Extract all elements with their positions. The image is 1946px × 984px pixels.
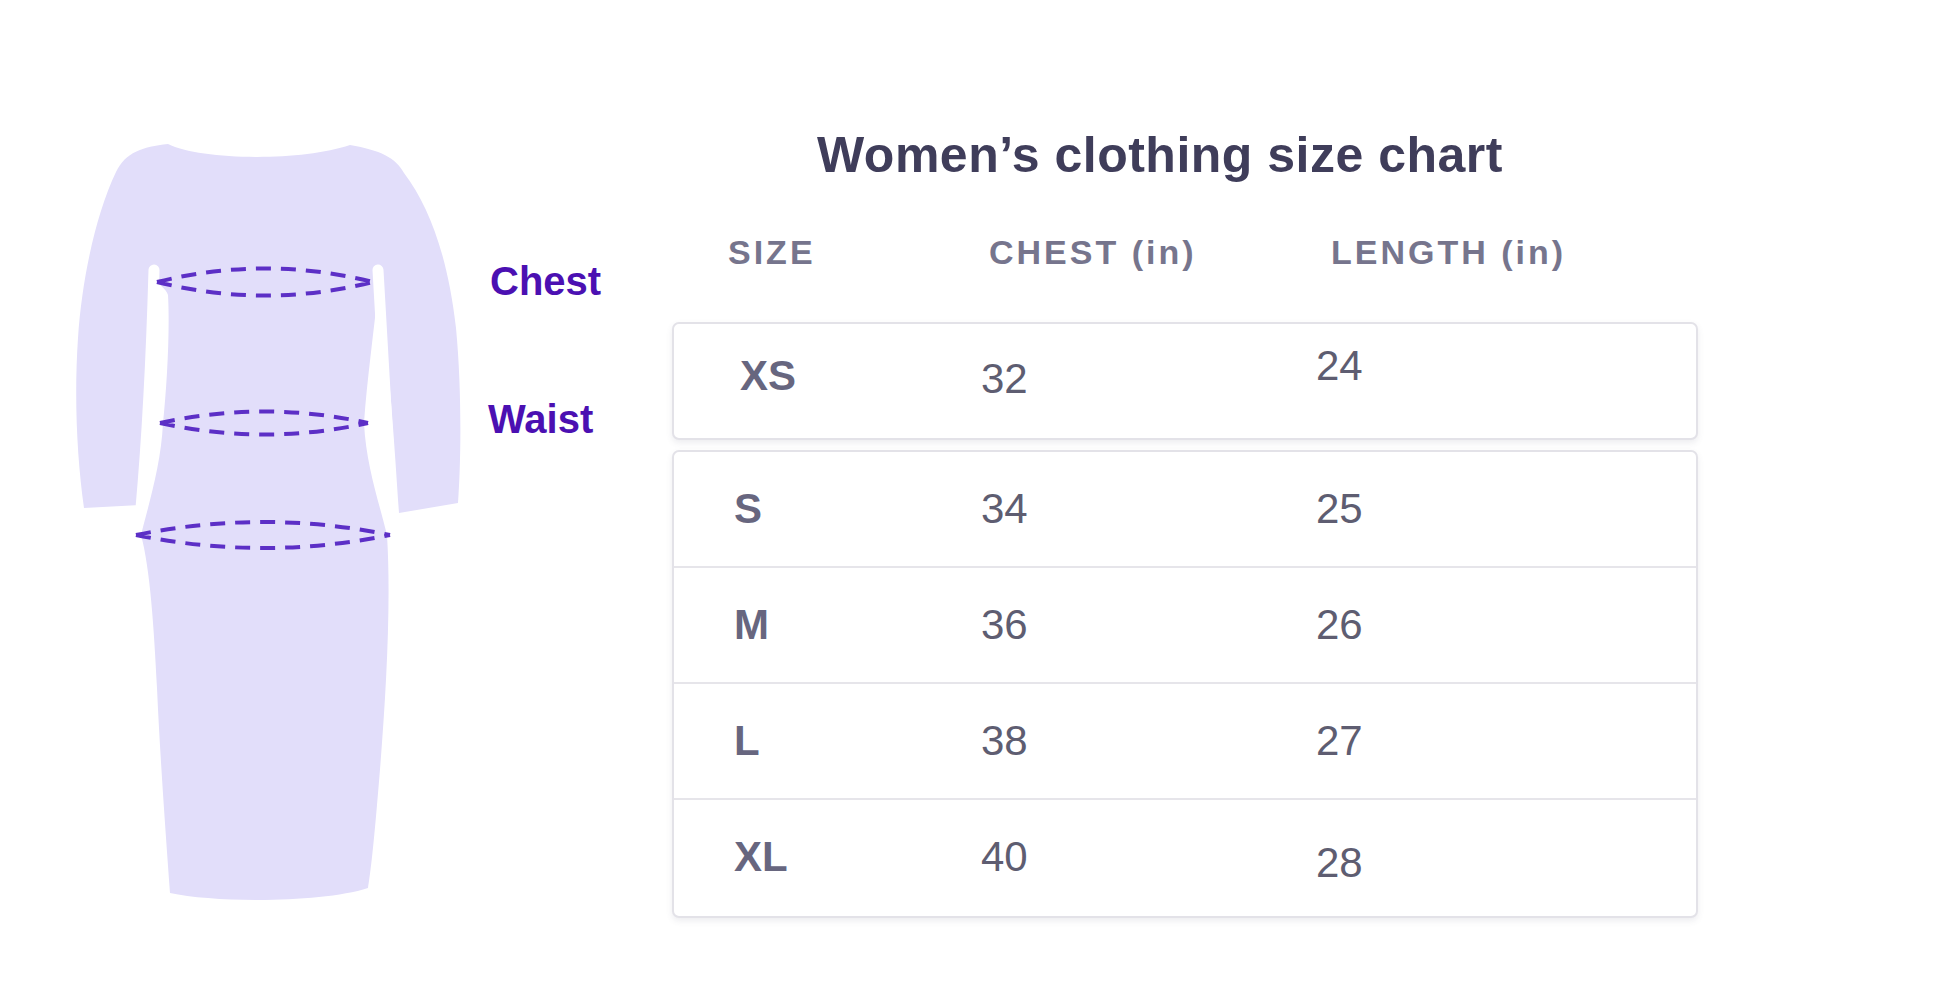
size-cell: L [734, 684, 760, 798]
table-row: M 36 26 [674, 566, 1696, 682]
chest-cell: 32 [981, 322, 1028, 436]
page-title: Women’s clothing size chart [630, 126, 1690, 184]
column-header-length: LENGTH (in) [1331, 232, 1566, 272]
table-row: S 34 25 [674, 452, 1696, 566]
table-header-row: SIZE CHEST (in) LENGTH (in) [672, 232, 1698, 272]
column-header-size: SIZE [728, 232, 816, 272]
size-chart-infographic: Chest Waist Women’s clothing size chart … [0, 0, 1946, 984]
chest-cell: 36 [981, 568, 1028, 682]
table-row: XS 32 24 [674, 324, 1696, 438]
table-row-box-xs: XS 32 24 [672, 322, 1698, 440]
chest-cell: 40 [981, 800, 1028, 914]
column-header-chest: CHEST (in) [989, 232, 1197, 272]
size-cell: XS [740, 319, 796, 433]
chest-cell: 38 [981, 684, 1028, 798]
chest-cell: 34 [981, 452, 1028, 566]
chest-label: Chest [490, 259, 601, 303]
table-row: L 38 27 [674, 682, 1696, 798]
waist-label: Waist [488, 397, 593, 441]
size-cell: S [734, 452, 762, 566]
size-cell: M [734, 568, 769, 682]
table-body-box: S 34 25 M 36 26 L 38 27 XL 40 28 [672, 450, 1698, 918]
size-cell: XL [734, 800, 788, 914]
table-row: XL 40 28 [674, 798, 1696, 914]
length-cell: 24 [1316, 309, 1363, 423]
length-cell: 28 [1316, 806, 1363, 920]
length-cell: 27 [1316, 684, 1363, 798]
length-cell: 26 [1316, 568, 1363, 682]
length-cell: 25 [1316, 452, 1363, 566]
